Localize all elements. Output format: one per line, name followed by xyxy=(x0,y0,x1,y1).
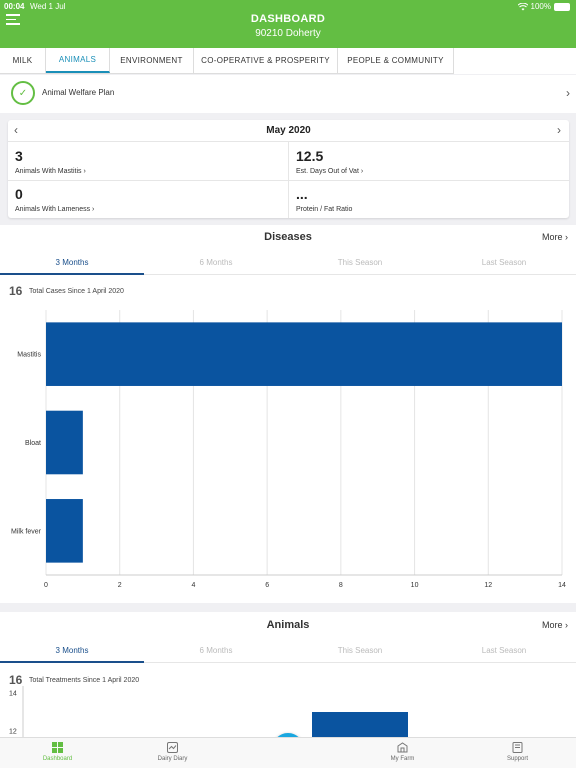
month-label: May 2020 xyxy=(266,125,311,136)
menu-icon[interactable] xyxy=(6,14,20,25)
animals-title: Animals xyxy=(266,619,310,631)
dashboard-icon xyxy=(52,742,63,753)
previous-month-icon[interactable]: ‹ xyxy=(14,123,18,137)
total-treatments-label: Total Treatments Since 1 April 2020 xyxy=(29,677,140,684)
check-icon: ✓ xyxy=(11,81,35,105)
x-tick-label: 0 xyxy=(44,582,48,589)
y-tick-label: 14 xyxy=(9,691,17,698)
diseases-panel: Diseases More › 3 Months 6 Months This S… xyxy=(0,225,576,603)
tabs-divider xyxy=(0,73,454,74)
page-title: DASHBOARD xyxy=(250,13,326,25)
y-tick-label: 12 xyxy=(9,729,17,736)
animals-bar-chart: 14 12 xyxy=(9,686,408,737)
tab-cooperative[interactable]: CO-OPERATIVE & PROSPERITY xyxy=(194,48,338,73)
my-farm-icon xyxy=(397,742,408,753)
period-tab-3-months[interactable]: 3 Months xyxy=(55,646,89,655)
bottom-navigation: Dashboard Dairy Diary My Farm Support xyxy=(0,737,576,768)
active-period-indicator xyxy=(0,273,144,275)
nav-label: Dashboard xyxy=(42,756,73,762)
diseases-more-link[interactable]: More › xyxy=(541,232,568,242)
x-tick-label: 14 xyxy=(558,582,566,589)
tab-milk[interactable]: MILK xyxy=(0,48,46,73)
chevron-right-icon: › xyxy=(565,232,568,242)
farm-name: 90210 Doherty xyxy=(255,28,321,39)
battery-icon xyxy=(554,2,570,11)
stat-label: Protein / Fat Ratio xyxy=(296,206,353,213)
category-label: Mastitis xyxy=(17,352,41,359)
animals-panel: Animals More › 3 Months 6 Months This Se… xyxy=(0,612,576,737)
period-tab-this-season[interactable]: This Season xyxy=(337,258,383,267)
month-selector: ‹ May 2020 › xyxy=(8,120,569,142)
period-divider xyxy=(0,274,576,275)
x-tick-label: 4 xyxy=(191,582,195,589)
welfare-label: Animal Welfare Plan xyxy=(42,88,115,97)
monthly-summary-card: ‹ May 2020 › 3 Animals With Mastitis › 1… xyxy=(8,120,569,218)
total-cases-label: Total Cases Since 1 April 2020 xyxy=(29,288,124,295)
dairy-diary-icon xyxy=(167,742,178,753)
nav-dashboard[interactable]: Dashboard xyxy=(0,738,115,768)
bar xyxy=(312,712,408,737)
x-tick-label: 2 xyxy=(118,582,122,589)
chevron-right-icon: › xyxy=(83,168,86,175)
chevron-right-icon: › xyxy=(92,206,95,213)
nav-label: Dairy Diary xyxy=(157,756,188,762)
diseases-title: Diseases xyxy=(264,231,312,243)
stat-lameness[interactable]: 0 Animals With Lameness › xyxy=(8,180,288,218)
x-tick-label: 10 xyxy=(411,582,419,589)
tab-animals[interactable]: ANIMALS xyxy=(46,48,110,73)
nav-dairy-diary[interactable]: Dairy Diary xyxy=(115,738,230,768)
stat-value: 3 xyxy=(15,148,23,164)
support-icon xyxy=(512,742,523,753)
stat-label: Animals With Lameness › xyxy=(15,206,95,213)
total-cases-count: 16 xyxy=(9,284,23,298)
wifi-icon xyxy=(517,2,528,10)
stat-protein-fat: ... Protein / Fat Ratio xyxy=(289,180,569,218)
status-indicators: 100% xyxy=(517,2,570,11)
period-tab-last-season[interactable]: Last Season xyxy=(481,646,527,655)
animal-welfare-row[interactable]: ✓ Animal Welfare Plan › xyxy=(0,75,576,113)
stat-value: 0 xyxy=(15,186,23,202)
period-tab-6-months[interactable]: 6 Months xyxy=(199,258,233,267)
category-label: Bloat xyxy=(25,440,41,447)
nav-label: Support xyxy=(506,756,528,762)
x-tick-label: 12 xyxy=(484,582,492,589)
active-period-indicator xyxy=(0,661,144,663)
next-month-icon[interactable]: › xyxy=(557,123,561,137)
x-tick-label: 8 xyxy=(339,582,343,589)
divider xyxy=(8,180,569,181)
nav-label: My Farm xyxy=(390,756,415,762)
period-tab-last-season[interactable]: Last Season xyxy=(481,258,527,267)
period-tab-3-months[interactable]: 3 Months xyxy=(55,258,89,267)
diseases-bar-chart: 0 2 4 6 8 10 12 14 Mastitis Bloat Milk fever xyxy=(11,310,566,589)
stat-label: Est. Days Out of Vat › xyxy=(296,168,364,175)
nav-my-farm[interactable]: My Farm xyxy=(345,738,460,768)
bar xyxy=(46,499,83,563)
chevron-right-icon: › xyxy=(566,86,570,100)
app-header: 00:04 Wed 1 Jul 100% DASHBOARD 90210 Doh… xyxy=(0,0,576,48)
stat-value: ... xyxy=(296,186,308,202)
tab-people-community[interactable]: PEOPLE & COMMUNITY xyxy=(338,48,454,73)
chevron-right-icon: › xyxy=(565,620,568,630)
bar xyxy=(46,322,562,386)
stat-days-out-of-vat[interactable]: 12.5 Est. Days Out of Vat › xyxy=(289,142,569,180)
x-tick-label: 6 xyxy=(265,582,269,589)
period-tab-this-season[interactable]: This Season xyxy=(337,646,383,655)
stat-value: 12.5 xyxy=(296,148,324,164)
chevron-right-icon: › xyxy=(360,168,364,175)
nav-support[interactable]: Support xyxy=(460,738,575,768)
total-treatments-count: 16 xyxy=(9,673,23,687)
battery-percent: 100% xyxy=(530,2,551,11)
stat-label: Animals With Mastitis › xyxy=(15,168,86,175)
stat-mastitis[interactable]: 3 Animals With Mastitis › xyxy=(8,142,288,180)
category-label: Milk fever xyxy=(11,528,42,535)
tab-environment[interactable]: ENVIRONMENT xyxy=(110,48,194,73)
section-tabs: MILK ANIMALS ENVIRONMENT CO-OPERATIVE & … xyxy=(0,48,576,74)
period-divider xyxy=(0,662,576,663)
animals-more-link[interactable]: More › xyxy=(541,620,568,630)
bar xyxy=(46,410,83,475)
status-time: 00:04 xyxy=(4,2,25,11)
period-tab-6-months[interactable]: 6 Months xyxy=(199,646,233,655)
status-date: Wed 1 Jul xyxy=(30,2,66,11)
